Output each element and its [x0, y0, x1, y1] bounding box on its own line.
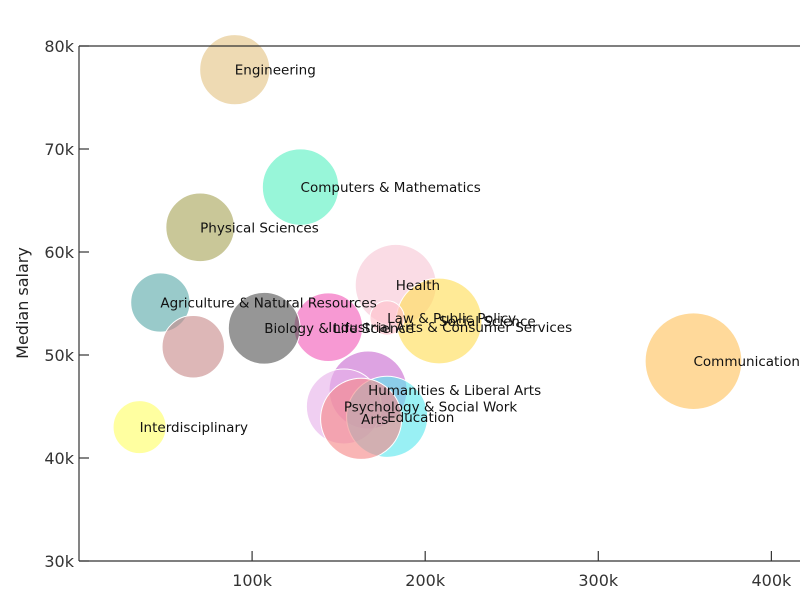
- y-tick-label: 40k: [44, 449, 74, 468]
- y-tick-label: 30k: [44, 552, 74, 571]
- bubble-law-public-policy[interactable]: [369, 300, 405, 336]
- bubble-label: Humanities & Liberal Arts: [368, 383, 541, 399]
- bubble-label: Industrial Arts & Consumer Services: [328, 320, 572, 336]
- bubble-label: Computers & Mathematics: [301, 180, 481, 196]
- y-axis-title: Median salary: [13, 247, 32, 359]
- bubble-interdisciplinary[interactable]: [112, 400, 167, 455]
- bubble-agriculture-natural-resources[interactable]: [130, 272, 191, 333]
- bubble-label: Interdisciplinary: [140, 420, 248, 436]
- y-tick-label: 60k: [44, 243, 74, 262]
- bubble-biology-life-science[interactable]: [227, 291, 301, 365]
- x-ticks: 100k 200k 300k 400k: [232, 551, 792, 590]
- bubble-label: Law & Public Policy: [387, 311, 516, 327]
- bubble-unlabeled-15[interactable]: [161, 315, 225, 379]
- axes-layer: [78, 45, 800, 562]
- y-ticks: 30k 40k 50k 60k 70k 80k: [44, 37, 89, 571]
- bubble-label: Agriculture & Natural Resources: [160, 295, 376, 311]
- bubble-label: Engineering: [235, 63, 316, 79]
- x-tick-label: 300k: [578, 571, 619, 590]
- bubble-arts[interactable]: [320, 377, 403, 460]
- bubble-labels-layer: Engineering Computers & Mathematics Physic…: [140, 63, 800, 436]
- x-tick-label: 100k: [232, 571, 273, 590]
- bubble-label: Communications & Journalism: [693, 354, 800, 370]
- bubble-label: Physical Sciences: [200, 220, 319, 236]
- bubble-label: Health: [396, 278, 440, 294]
- bubble-label: Biology & Life Science: [264, 321, 414, 337]
- bubble-physical-sciences[interactable]: [165, 192, 235, 263]
- y-tick-label: 50k: [44, 346, 74, 365]
- x-tick-label: 400k: [751, 571, 792, 590]
- y-tick-label: 80k: [44, 37, 74, 56]
- y-tick-label: 70k: [44, 140, 74, 159]
- bubble-label: Arts: [361, 412, 388, 428]
- bubble-label: Psychology & Social Work: [344, 400, 518, 416]
- x-tick-label: 200k: [405, 571, 446, 590]
- bubble-engineering[interactable]: [199, 34, 271, 106]
- bubble-label: Education: [387, 410, 454, 426]
- bubble-label: Social Science: [439, 314, 536, 330]
- bubble-computers-mathematics[interactable]: [261, 148, 340, 226]
- bubble-communications-journalism[interactable]: [644, 312, 743, 411]
- bubbles-layer: [112, 34, 743, 460]
